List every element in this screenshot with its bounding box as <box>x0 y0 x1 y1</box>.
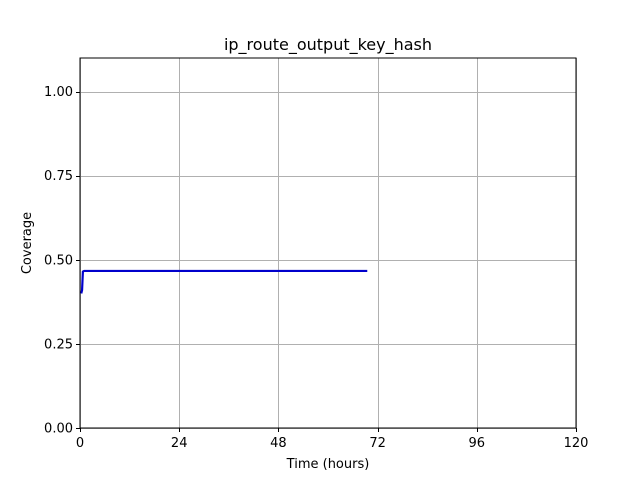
x-tick-label: 72 <box>369 436 386 451</box>
y-tick-label: 0.00 <box>44 422 73 437</box>
x-tick-label: 96 <box>469 436 486 451</box>
chart-title: ip_route_output_key_hash <box>224 35 432 55</box>
x-tick-label: 120 <box>564 436 589 451</box>
y-tick-label: 0.50 <box>44 253 73 268</box>
x-tick-label: 48 <box>270 436 287 451</box>
y-tick-label: 0.25 <box>44 337 73 352</box>
x-tick-label: 24 <box>171 436 188 451</box>
x-axis-label: Time (hours) <box>286 457 370 472</box>
y-tick-label: 0.75 <box>44 169 73 184</box>
series-layer <box>80 269 368 294</box>
plot-frame <box>79 57 577 429</box>
ticks: 0 24 48 72 96 120 0.00 0.25 0.50 0.75 1.00 <box>44 85 588 451</box>
grid <box>80 58 577 429</box>
y-axis-label: Coverage <box>20 212 35 274</box>
y-tick-label: 1.00 <box>44 85 73 100</box>
coverage-series-line <box>80 269 368 294</box>
x-tick-label: 0 <box>76 436 84 451</box>
